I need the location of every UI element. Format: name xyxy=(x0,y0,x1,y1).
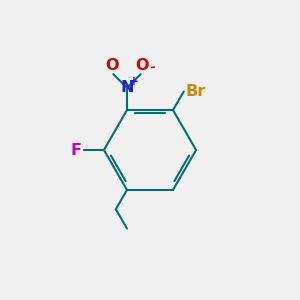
Text: O: O xyxy=(135,58,148,73)
Text: +: + xyxy=(129,75,138,88)
Text: O: O xyxy=(105,58,119,73)
Text: N: N xyxy=(120,80,134,95)
Text: -: - xyxy=(149,61,155,74)
Text: Br: Br xyxy=(185,84,206,99)
Text: F: F xyxy=(71,142,82,158)
